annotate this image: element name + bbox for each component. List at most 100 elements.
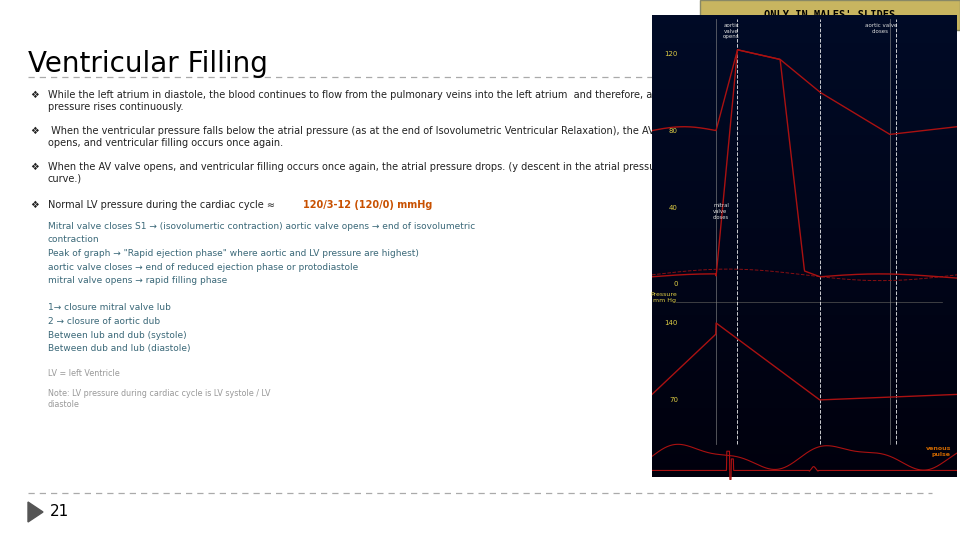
Bar bbox=[652, 167, 957, 172]
Bar bbox=[652, 144, 957, 149]
Text: aortic
valve
opens: aortic valve opens bbox=[723, 23, 739, 39]
Bar bbox=[652, 33, 957, 38]
Bar bbox=[652, 172, 957, 177]
Bar bbox=[652, 84, 957, 89]
Bar bbox=[652, 66, 957, 71]
Bar bbox=[652, 158, 957, 163]
Bar bbox=[652, 375, 957, 380]
Bar bbox=[652, 412, 957, 417]
Bar bbox=[652, 265, 957, 269]
Bar bbox=[652, 297, 957, 301]
Bar bbox=[652, 38, 957, 43]
Text: 70: 70 bbox=[669, 397, 678, 403]
Bar bbox=[652, 93, 957, 98]
Bar bbox=[652, 389, 957, 394]
Bar bbox=[652, 80, 957, 84]
Bar bbox=[652, 454, 957, 458]
Bar bbox=[652, 361, 957, 366]
Text: Mitral valve closes S1 → (isovolumertic contraction) aortic valve opens → end of: Mitral valve closes S1 → (isovolumertic … bbox=[48, 222, 475, 231]
Bar bbox=[652, 149, 957, 154]
Bar bbox=[652, 255, 957, 260]
Text: Between lub and dub (systole): Between lub and dub (systole) bbox=[48, 330, 186, 340]
Text: aortic valve
closes: aortic valve closes bbox=[865, 23, 897, 33]
Text: 21: 21 bbox=[50, 504, 69, 519]
Polygon shape bbox=[28, 502, 43, 522]
Text: ❖: ❖ bbox=[30, 162, 38, 172]
Bar bbox=[652, 260, 957, 265]
Bar bbox=[652, 417, 957, 421]
Bar bbox=[652, 52, 957, 57]
Text: Note: LV pressure during cardiac cycle is LV systole / LV
diastole: Note: LV pressure during cardiac cycle i… bbox=[48, 389, 271, 409]
Text: 120/3-12 (120/0) mmHg: 120/3-12 (120/0) mmHg bbox=[303, 200, 432, 210]
Bar bbox=[652, 435, 957, 440]
Text: 1→ closure mitral valve lub: 1→ closure mitral valve lub bbox=[48, 303, 171, 313]
Text: mitral valve opens → rapid filling phase: mitral valve opens → rapid filling phase bbox=[48, 276, 228, 285]
Text: ONLY IN MALES' SLIDES: ONLY IN MALES' SLIDES bbox=[764, 10, 896, 20]
Bar bbox=[652, 237, 957, 241]
Bar bbox=[652, 15, 957, 20]
Bar bbox=[652, 246, 957, 251]
Bar bbox=[652, 62, 957, 66]
Bar bbox=[652, 195, 957, 200]
Text: Pressure
mm Hg: Pressure mm Hg bbox=[651, 292, 678, 303]
Bar bbox=[652, 135, 957, 140]
Bar bbox=[652, 315, 957, 320]
Bar bbox=[652, 107, 957, 112]
Text: contraction: contraction bbox=[48, 235, 100, 245]
Bar bbox=[652, 283, 957, 288]
Bar bbox=[652, 458, 957, 463]
Bar bbox=[652, 357, 957, 361]
Bar bbox=[652, 288, 957, 292]
Bar bbox=[652, 339, 957, 343]
Text: venous
pulse: venous pulse bbox=[925, 446, 951, 457]
Text: Normal LV pressure during the cardiac cycle ≈: Normal LV pressure during the cardiac cy… bbox=[48, 200, 278, 210]
Bar bbox=[652, 20, 957, 24]
Text: 2 → closure of aortic dub: 2 → closure of aortic dub bbox=[48, 317, 160, 326]
Bar bbox=[652, 57, 957, 62]
Bar bbox=[652, 380, 957, 384]
Bar bbox=[652, 399, 957, 403]
Text: Ventricular Filling: Ventricular Filling bbox=[28, 50, 268, 78]
Bar bbox=[652, 177, 957, 181]
Bar bbox=[652, 154, 957, 158]
Bar bbox=[652, 334, 957, 339]
Bar bbox=[652, 209, 957, 214]
Bar bbox=[652, 463, 957, 468]
Text: 140: 140 bbox=[664, 320, 678, 326]
Bar bbox=[652, 440, 957, 444]
Bar bbox=[652, 218, 957, 223]
Bar bbox=[652, 186, 957, 191]
Bar bbox=[652, 24, 957, 29]
Text: ❖: ❖ bbox=[30, 200, 38, 210]
Bar bbox=[652, 343, 957, 348]
Bar bbox=[652, 163, 957, 167]
Bar bbox=[652, 348, 957, 352]
Text: 0: 0 bbox=[673, 281, 678, 287]
Bar bbox=[652, 269, 957, 274]
Bar bbox=[652, 126, 957, 131]
Bar bbox=[652, 421, 957, 426]
Bar bbox=[652, 241, 957, 246]
Text: ❖: ❖ bbox=[30, 90, 38, 100]
Bar bbox=[652, 426, 957, 431]
Bar bbox=[652, 352, 957, 357]
Bar bbox=[652, 301, 957, 306]
Bar bbox=[652, 43, 957, 48]
Bar bbox=[652, 306, 957, 310]
Text: mitral
valve
closes: mitral valve closes bbox=[713, 203, 730, 220]
Bar bbox=[652, 403, 957, 408]
Text: When the ventricular pressure falls below the atrial pressure (as at the end of : When the ventricular pressure falls belo… bbox=[48, 126, 684, 147]
Text: 120: 120 bbox=[664, 51, 678, 57]
Bar bbox=[652, 223, 957, 227]
Bar bbox=[652, 292, 957, 297]
Bar bbox=[652, 408, 957, 412]
Bar bbox=[652, 103, 957, 107]
Bar bbox=[652, 89, 957, 93]
Bar bbox=[652, 71, 957, 75]
Bar bbox=[652, 431, 957, 435]
Bar bbox=[652, 131, 957, 135]
Bar bbox=[652, 274, 957, 278]
Bar bbox=[652, 468, 957, 472]
Bar bbox=[652, 122, 957, 126]
Bar bbox=[652, 310, 957, 315]
